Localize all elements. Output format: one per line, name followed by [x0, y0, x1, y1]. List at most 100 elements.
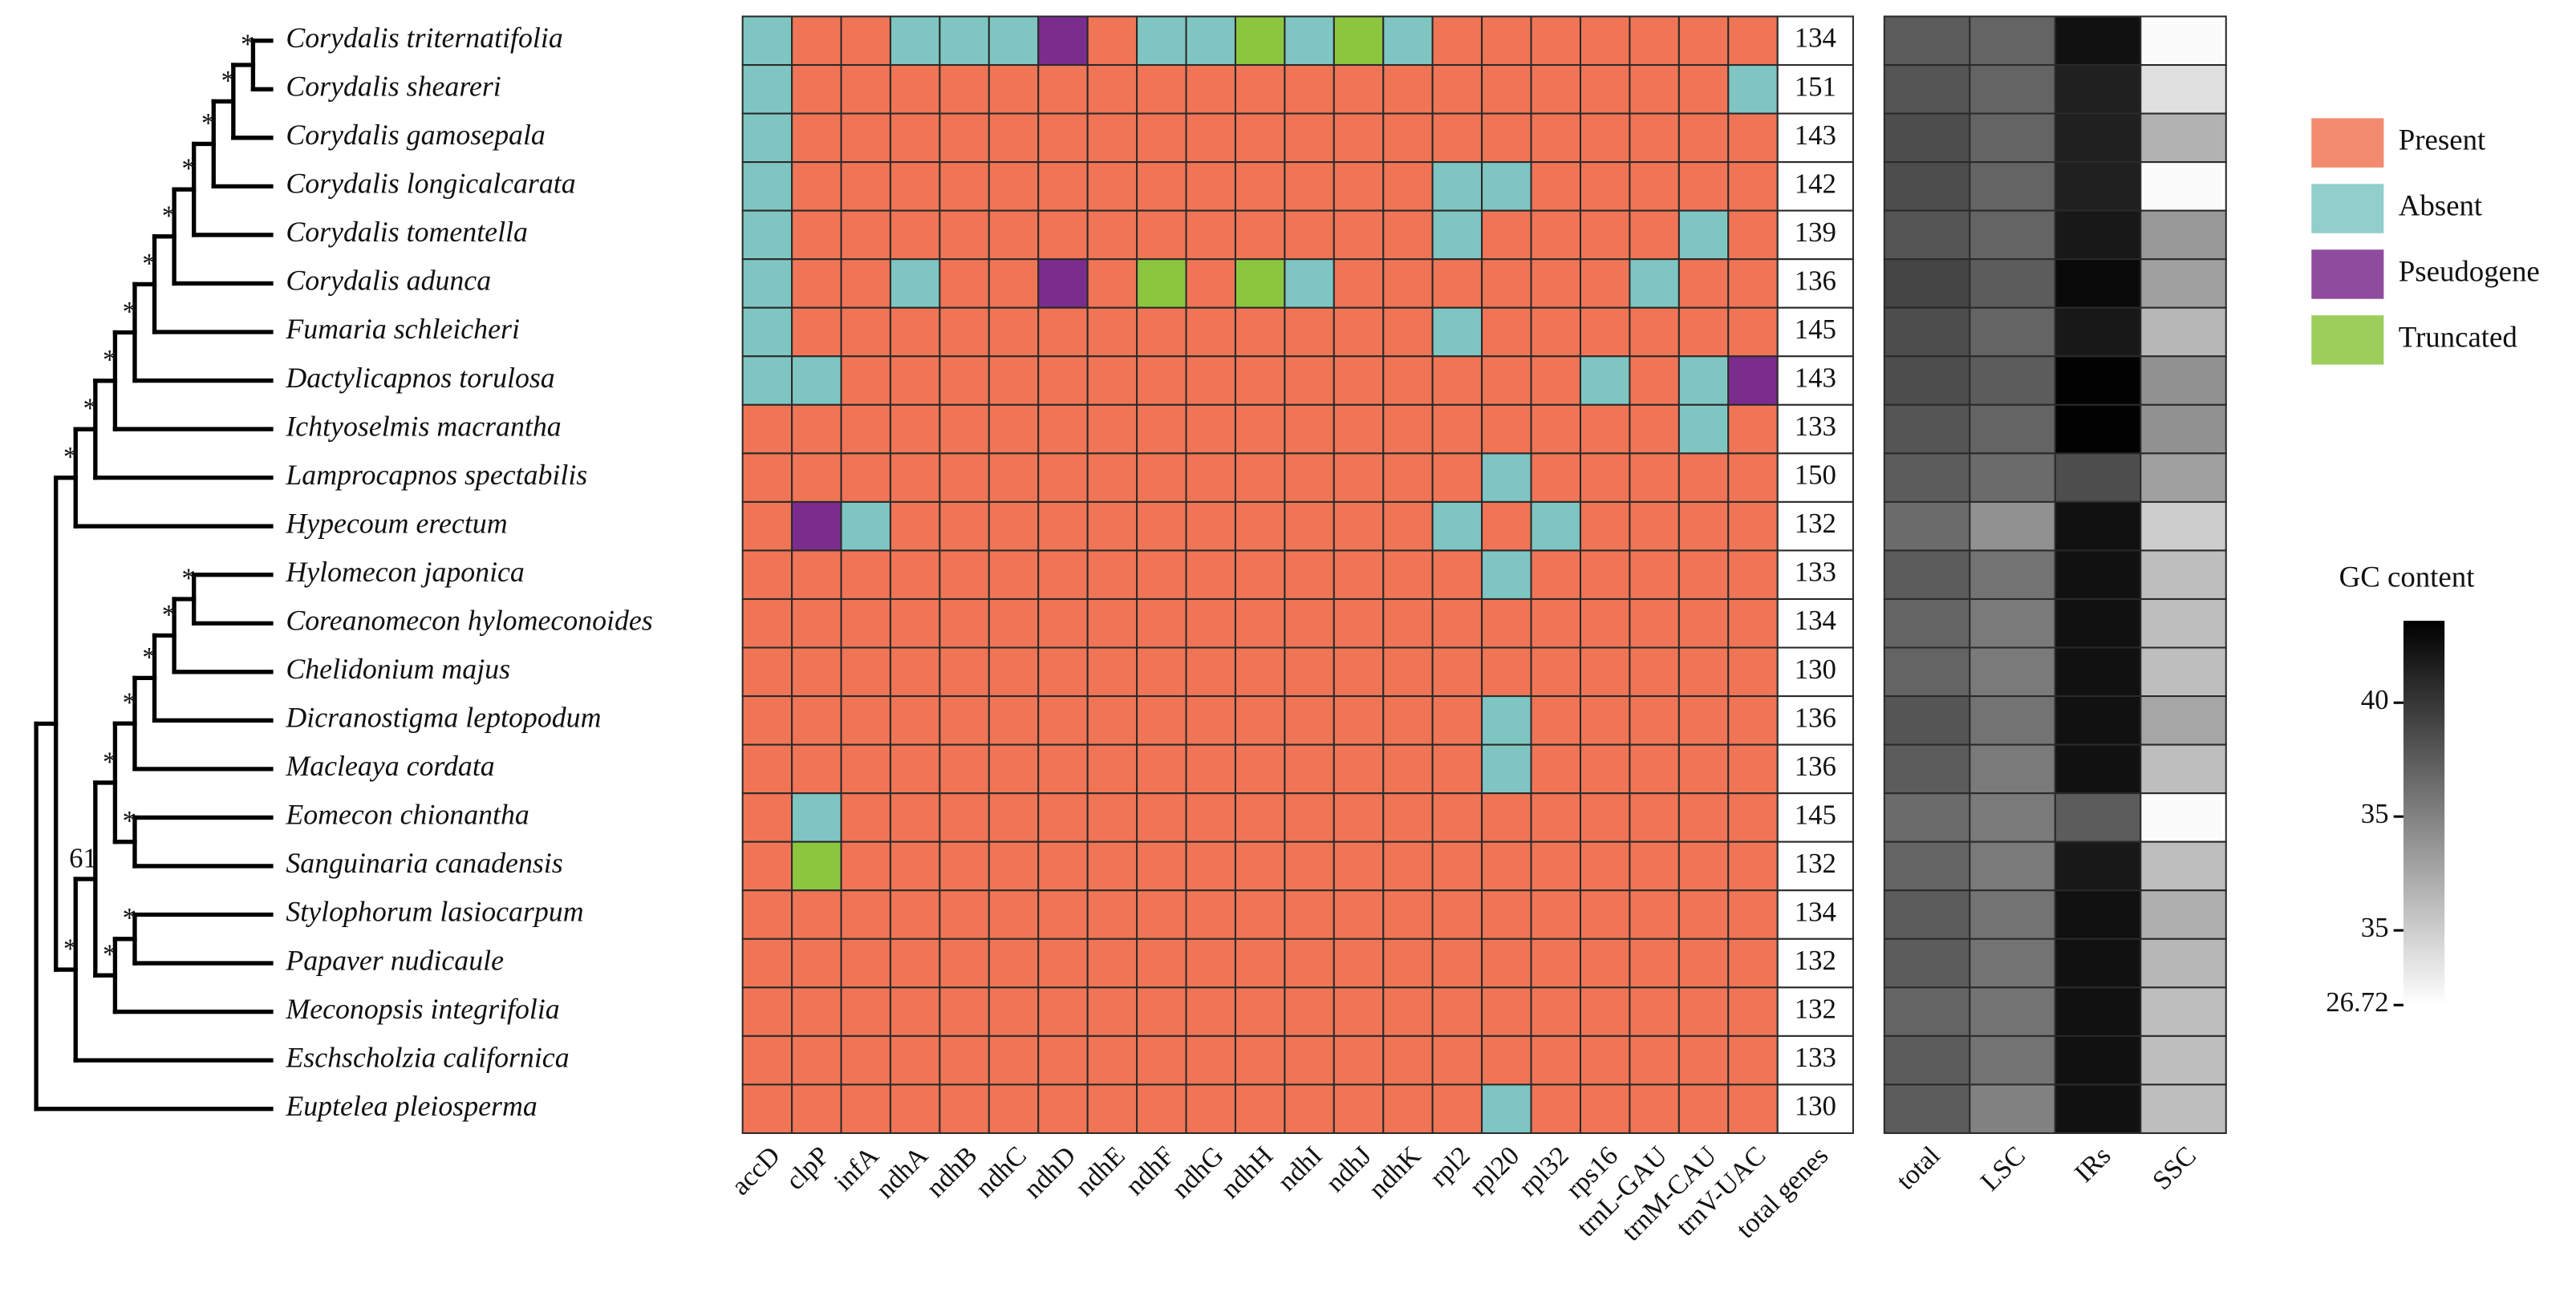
- gene-cell: [1629, 15, 1680, 67]
- gene-cell: [791, 695, 842, 746]
- gene-cell: [1530, 258, 1582, 309]
- gene-cell: [1284, 840, 1335, 892]
- gc-cell: [2140, 840, 2227, 892]
- gene-cell: [1727, 500, 1779, 552]
- gene-cell: [1579, 63, 1631, 115]
- gene-cell: [840, 112, 891, 164]
- gene-cell: [840, 306, 891, 358]
- gene-cell: [1333, 889, 1385, 940]
- gene-cell: [1382, 452, 1434, 503]
- gc-cell: [1883, 306, 1971, 358]
- support-label: *: [63, 441, 77, 472]
- gc-cell: [1883, 646, 1971, 698]
- gene-cell: [791, 63, 842, 115]
- gene-cell: [1136, 209, 1187, 261]
- gene-cell: [1185, 597, 1236, 649]
- gene-cell: [988, 1083, 1040, 1134]
- gene-cell: [939, 597, 990, 649]
- gene-cell: [1234, 1035, 1286, 1086]
- gc-cell: [1883, 209, 1971, 261]
- column-label: ndhA: [870, 1140, 935, 1205]
- gene-cell: [1136, 258, 1187, 309]
- gene-cell: [1382, 63, 1434, 115]
- gene-cell: [1727, 306, 1779, 358]
- gene-cell: [1629, 743, 1680, 795]
- gene-cell: [1431, 1083, 1483, 1134]
- gene-cell: [791, 258, 842, 309]
- gc-cell: [1883, 597, 1971, 649]
- gc-cell: [1969, 792, 2056, 843]
- total-cell: [1776, 161, 1854, 212]
- total-cell: [1776, 1083, 1854, 1134]
- gc-cell: [1969, 840, 2056, 892]
- gene-cell: [1333, 695, 1385, 746]
- gene-cell: [1037, 695, 1089, 746]
- gene-cell: [1037, 646, 1089, 698]
- gene-cell: [791, 840, 842, 892]
- gene-cell: [1431, 452, 1483, 503]
- gene-cell: [1136, 1035, 1187, 1086]
- gene-cell: [1284, 792, 1335, 843]
- gene-cell: [741, 403, 793, 455]
- gene-cell: [1481, 258, 1532, 309]
- gene-cell: [1086, 63, 1138, 115]
- gene-cell: [741, 889, 793, 940]
- gene-cell: [1185, 840, 1236, 892]
- gene-cell: [1037, 403, 1089, 455]
- gc-cell: [2140, 889, 2227, 940]
- gene-cell: [1677, 306, 1730, 358]
- species-label: Meconopsis integrifolia: [285, 993, 559, 1025]
- gene-cell: [1185, 792, 1236, 843]
- gene-cell: [1185, 63, 1236, 115]
- gene-cell: [1579, 597, 1631, 649]
- gene-cell: [1579, 355, 1631, 406]
- gene-cell: [1333, 986, 1385, 1037]
- gene-cell: [1382, 597, 1434, 649]
- gene-cell: [1727, 1083, 1779, 1134]
- gene-cell: [1727, 452, 1779, 503]
- gene-cell: [1234, 597, 1286, 649]
- gc-cell: [2054, 500, 2142, 552]
- gene-cell: [1530, 646, 1582, 698]
- gene-cell: [1579, 112, 1631, 164]
- gene-cell: [1727, 403, 1779, 455]
- species-label: Dicranostigma leptopodum: [285, 702, 601, 734]
- gene-cell: [1185, 695, 1236, 746]
- gene-cell: [1727, 889, 1779, 940]
- gene-cell: [1037, 743, 1089, 795]
- gene-cell: [1382, 209, 1434, 261]
- gene-cell: [1431, 792, 1483, 843]
- gene-cell: [1431, 889, 1483, 940]
- total-genes: 134: [1795, 896, 1836, 927]
- gene-cell: [1579, 695, 1631, 746]
- gene-cell: [1677, 792, 1730, 843]
- total-genes: 139: [1795, 217, 1836, 248]
- gene-cell: [1185, 938, 1236, 989]
- total-genes: 134: [1795, 22, 1836, 54]
- gene-cell: [1234, 452, 1286, 503]
- gene-cell: [1629, 355, 1680, 406]
- colorbar-tick-label: 26.72: [2326, 986, 2388, 1018]
- gc-cell: [2054, 403, 2142, 455]
- gene-cell: [939, 355, 990, 406]
- gene-cell: [939, 938, 990, 989]
- species-label: Corydalis longicalcarata: [286, 168, 575, 200]
- species-label: Eschscholzia californica: [285, 1041, 569, 1073]
- gene-cell: [791, 161, 842, 212]
- gene-cell: [1431, 403, 1483, 455]
- gene-cell: [1185, 452, 1236, 503]
- gene-cell: [791, 792, 842, 843]
- gene-cell: [1530, 355, 1582, 406]
- gene-cell: [1333, 792, 1385, 843]
- gene-cell: [840, 695, 891, 746]
- support-label: *: [142, 248, 156, 279]
- gene-cell: [1234, 63, 1286, 115]
- gene-cell: [1284, 743, 1335, 795]
- gene-cell: [741, 112, 793, 164]
- gene-cell: [1431, 306, 1483, 358]
- gene-cell: [1629, 112, 1680, 164]
- gene-cell: [1234, 840, 1286, 892]
- support-label: *: [181, 562, 195, 593]
- gene-cell: [1333, 840, 1385, 892]
- column-label: ndhH: [1215, 1140, 1279, 1204]
